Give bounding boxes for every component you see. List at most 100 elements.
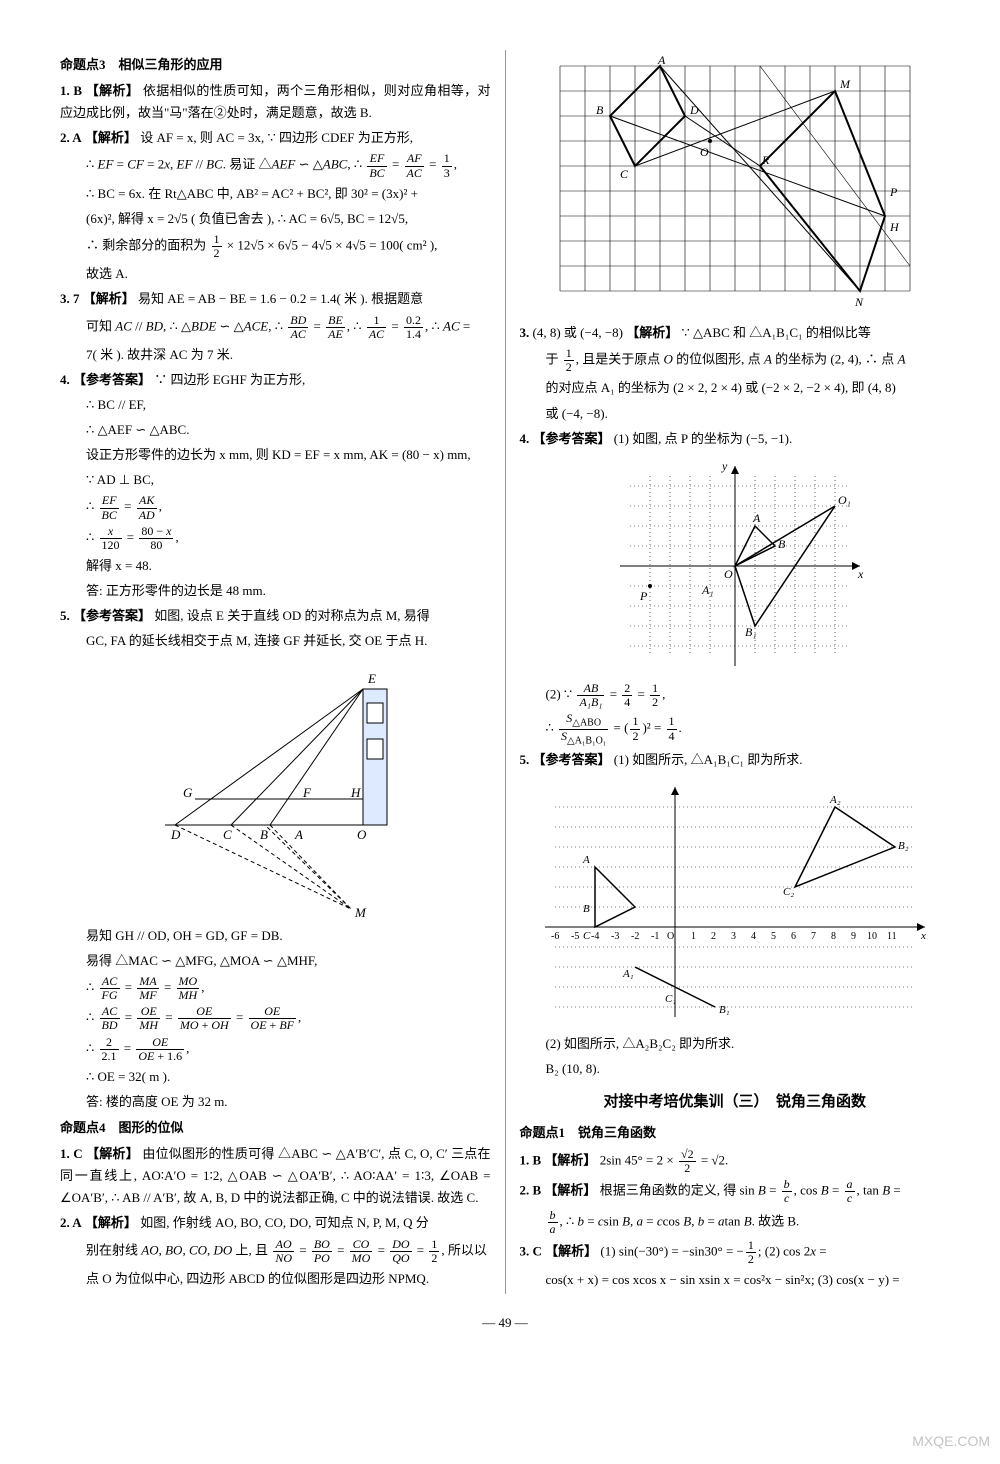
svg-text:B: B bbox=[583, 903, 590, 915]
svg-text:A: A bbox=[657, 56, 666, 67]
svg-text:B₁: B₁ bbox=[745, 625, 757, 639]
svg-text:8: 8 bbox=[831, 931, 836, 942]
q3-l3: 7( 米 ). 故井深 AC 为 7 米. bbox=[60, 344, 491, 366]
svg-text:E: E bbox=[367, 671, 376, 686]
r-q3-num: 3. bbox=[520, 325, 530, 340]
q3-l1: 易知 AE = AB − BE = 1.6 − 0.2 = 1.4( 米 ). … bbox=[138, 291, 423, 306]
q5-l8: ∴ OE = 32( m ). bbox=[60, 1066, 491, 1088]
s4-q2-l2: 别在射线 AO, BO, CO, DO 上, 且 AONO = BOPO = C… bbox=[60, 1238, 491, 1265]
r-q4-figure: x y bbox=[520, 456, 951, 676]
svg-text:A₁: A₁ bbox=[622, 968, 634, 980]
svg-text:A₁: A₁ bbox=[701, 583, 714, 597]
svg-text:A: A bbox=[752, 511, 761, 525]
r-q5-l2: (2) 如图所示, △A₂B₂C₂ 即为所求. bbox=[520, 1033, 951, 1055]
svg-text:C: C bbox=[583, 930, 591, 942]
r-q5-num: 5. bbox=[520, 752, 530, 767]
page-number: — 49 — bbox=[50, 1312, 960, 1334]
svg-text:C₂: C₂ bbox=[783, 886, 794, 898]
section-4-heading: 命题点4 图形的位似 bbox=[60, 1117, 491, 1139]
r-q5-l1: (1) 如图所示, △A₁B₁C₁ 即为所求. bbox=[614, 752, 803, 767]
svg-text:2: 2 bbox=[711, 931, 716, 942]
svg-text:D: D bbox=[689, 103, 699, 117]
q5-l3: 易知 GH // OD, OH = GD, GF = DB. bbox=[60, 925, 491, 947]
svg-text:10: 10 bbox=[867, 931, 877, 942]
r-q3-tag: 【解析】 bbox=[626, 325, 678, 340]
svg-text:D: D bbox=[170, 827, 181, 842]
q4-l2: ∴ BC // EF, bbox=[60, 394, 491, 416]
r-q5: 5. 【参考答案】 (1) 如图所示, △A₁B₁C₁ 即为所求. bbox=[520, 749, 951, 771]
q4-tag: 【参考答案】 bbox=[73, 372, 151, 387]
svg-text:A: A bbox=[294, 827, 303, 842]
svg-text:A: A bbox=[582, 854, 590, 866]
section-title: 对接中考培优集训（三） 锐角三角函数 bbox=[520, 1090, 951, 1116]
q5-l6: ∴ ACBD = OEMH = OEMO + OH = OEOE + BF, bbox=[60, 1005, 491, 1032]
r-q3: 3. (4, 8) 或 (−4, −8) 【解析】 ∵ △ABC 和 △A₁B₁… bbox=[520, 322, 951, 344]
t1-q2-num: 2. B bbox=[520, 1183, 542, 1198]
svg-text:B: B bbox=[596, 103, 604, 117]
svg-text:-3: -3 bbox=[611, 931, 619, 942]
q2-l3: ∴ BC = 6x. 在 Rt△ABC 中, AB² = AC² + BC², … bbox=[60, 183, 491, 205]
q2-l5: ∴ 剩余部分的面积为 12 × 12√5 × 6√5 − 4√5 × 4√5 =… bbox=[60, 233, 491, 260]
t1-q3-l2: cos(x + x) = cos xcos x − sin xsin x = c… bbox=[520, 1269, 951, 1291]
svg-text:P: P bbox=[639, 589, 648, 603]
s4-q1-tag: 【解析】 bbox=[86, 1146, 139, 1161]
q5-l4: 易得 △MAC ∽ △MFG, △MOA ∽ △MHF, bbox=[60, 950, 491, 972]
t1-q3-tag: 【解析】 bbox=[545, 1244, 597, 1259]
t1-q2: 2. B 【解析】 根据三角函数的定义, 得 sin B = bc, cos B… bbox=[520, 1178, 951, 1205]
s4-q1: 1. C 【解析】 由位似图形的性质可得 △ABC ∽ △A′B′C′, 点 C… bbox=[60, 1143, 491, 1209]
svg-text:9: 9 bbox=[851, 931, 856, 942]
svg-text:C₁: C₁ bbox=[665, 993, 676, 1005]
r-q3-l1: ∵ △ABC 和 △A₁B₁C₁ 的相似比等 bbox=[682, 325, 871, 340]
svg-text:-4: -4 bbox=[591, 931, 599, 942]
svg-text:-2: -2 bbox=[631, 931, 639, 942]
q4-l9: 答: 正方形零件的边长是 48 mm. bbox=[60, 580, 491, 602]
r-q4-l2b: ∴ S△ABOS△A₁B₁O₁ = (12)² = 14. bbox=[520, 712, 951, 746]
svg-text:O: O bbox=[724, 567, 733, 581]
r-q4-l2a: (2) ∵ ABA₁B₁ = 24 = 12, bbox=[520, 682, 951, 709]
grid-figure: A B C D O R M P H N bbox=[520, 56, 951, 316]
s4-q2-tag: 【解析】 bbox=[85, 1215, 137, 1230]
svg-text:O₁: O₁ bbox=[838, 493, 851, 507]
q5-l1: 如图, 设点 E 关于直线 OD 的对称点为点 M, 易得 bbox=[154, 608, 430, 623]
svg-text:B: B bbox=[778, 537, 786, 551]
t1-heading: 命题点1 锐角三角函数 bbox=[520, 1122, 951, 1144]
svg-text:P: P bbox=[889, 185, 898, 199]
q1-tag: 【解析】 bbox=[86, 83, 140, 98]
q2-tag: 【解析】 bbox=[85, 130, 137, 145]
svg-text:B: B bbox=[260, 827, 268, 842]
q4-l6: ∴ EFBC = AKAD, bbox=[60, 494, 491, 521]
svg-text:-6: -6 bbox=[551, 931, 559, 942]
q5: 5. 【参考答案】 如图, 设点 E 关于直线 OD 的对称点为点 M, 易得 bbox=[60, 605, 491, 627]
r-q4-l1: (1) 如图, 点 P 的坐标为 (−5, −1). bbox=[614, 431, 792, 446]
s4-q2-l1: 如图, 作射线 AO, BO, CO, DO, 可知点 N, P, M, Q 分 bbox=[140, 1215, 429, 1230]
svg-text:3: 3 bbox=[731, 931, 736, 942]
svg-text:C: C bbox=[620, 167, 629, 181]
q4-num: 4. bbox=[60, 372, 70, 387]
t1-q2-l2: ba, ∴ b = csin B, a = ccos B, b = atan B… bbox=[520, 1209, 951, 1236]
q5-tag: 【参考答案】 bbox=[73, 608, 151, 623]
svg-text:-1: -1 bbox=[651, 931, 659, 942]
svg-text:N: N bbox=[854, 295, 864, 309]
q1-num: 1. B bbox=[60, 83, 82, 98]
q4-l7: ∴ x120 = 80 − x80, bbox=[60, 525, 491, 552]
t1-q3-num: 3. C bbox=[520, 1244, 542, 1259]
q2-l6: 故选 A. bbox=[60, 263, 491, 285]
svg-text:11: 11 bbox=[887, 931, 897, 942]
q5-l2: GC, FA 的延长线相交于点 M, 连接 GF 并延长, 交 OE 于点 H. bbox=[60, 630, 491, 652]
q2: 2. A 【解析】 设 AF = x, 则 AC = 3x, ∵ 四边形 CDE… bbox=[60, 127, 491, 149]
svg-text:B₂: B₂ bbox=[898, 840, 909, 852]
svg-text:R: R bbox=[761, 153, 770, 167]
svg-text:5: 5 bbox=[771, 931, 776, 942]
svg-text:O: O bbox=[357, 827, 367, 842]
t1-q1: 1. B 【解析】 2sin 45° = 2 × √22 = √2. bbox=[520, 1148, 951, 1175]
svg-text:M: M bbox=[839, 77, 851, 91]
section-3-heading: 命题点3 相似三角形的应用 bbox=[60, 54, 491, 76]
r-q5-figure: -6-5-4 -3-2-1 O 123 456 789 1011 A B C bbox=[520, 777, 951, 1027]
t1-q3: 3. C 【解析】 (1) sin(−30°) = −sin30° = −12;… bbox=[520, 1239, 951, 1266]
q2-l4: (6x)², 解得 x = 2√5 ( 负值已舍去 ), ∴ AC = 6√5,… bbox=[60, 208, 491, 230]
q3-tag: 【解析】 bbox=[83, 291, 135, 306]
q2-num: 2. A bbox=[60, 130, 82, 145]
svg-text:4: 4 bbox=[751, 931, 756, 942]
r-q3-ans: (4, 8) 或 (−4, −8) bbox=[533, 325, 623, 340]
r-q4: 4. 【参考答案】 (1) 如图, 点 P 的坐标为 (−5, −1). bbox=[520, 428, 951, 450]
